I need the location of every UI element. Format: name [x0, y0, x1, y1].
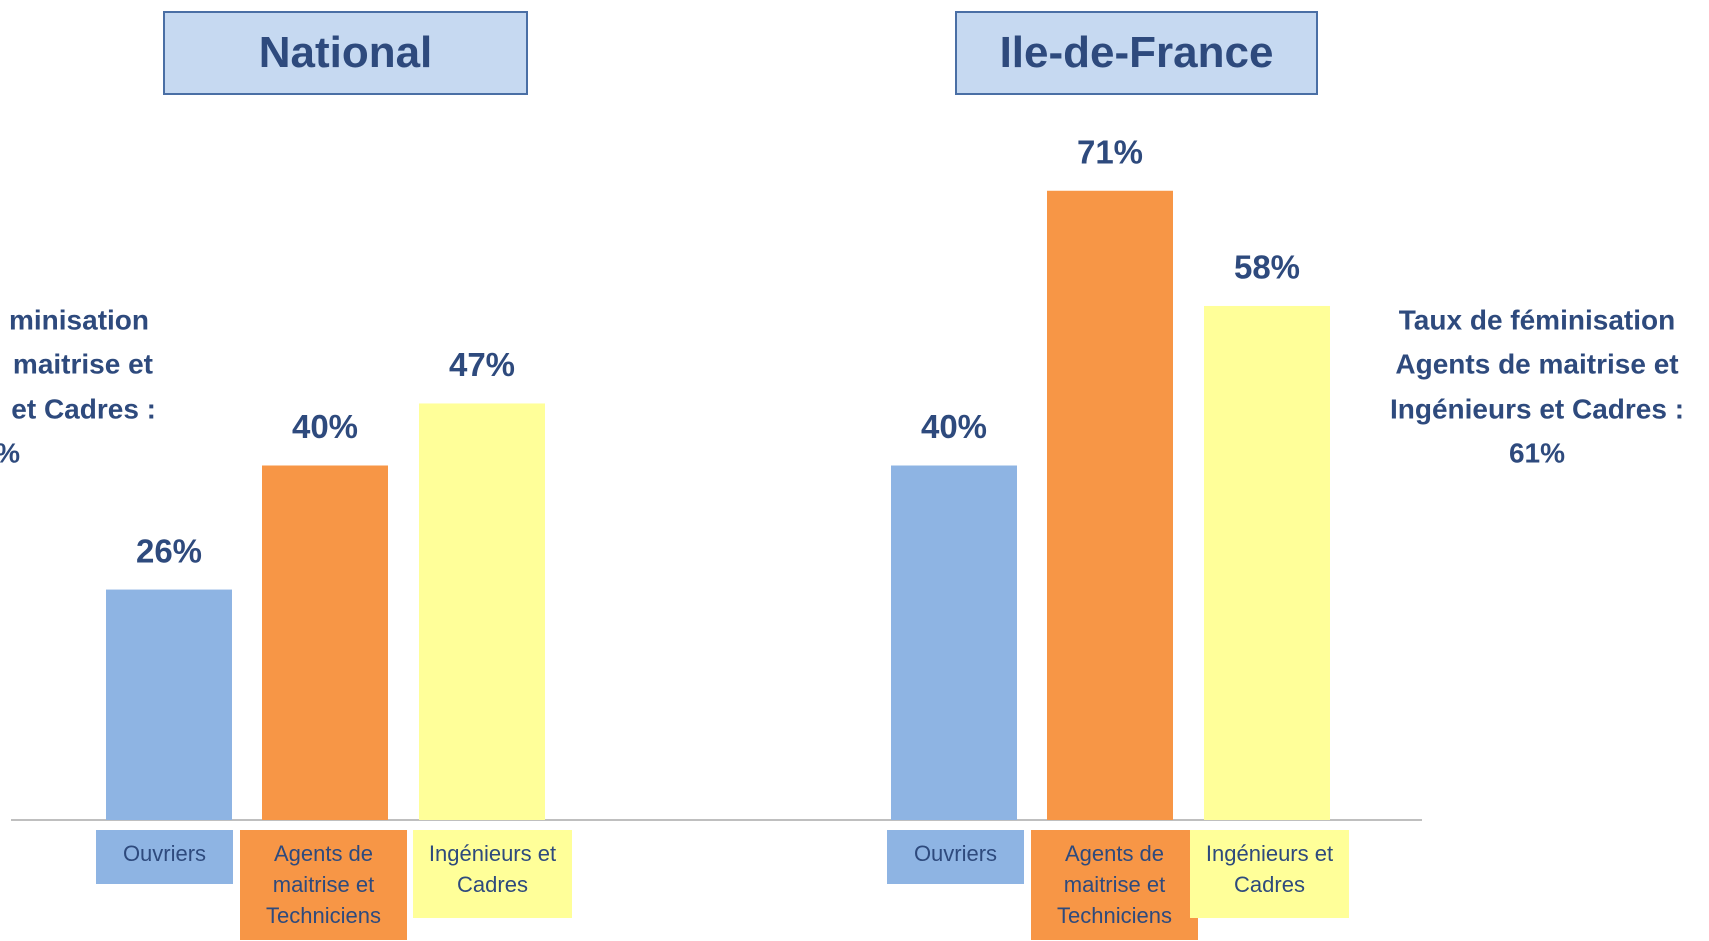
annotation: 61% — [1509, 437, 1565, 468]
annotation: minisation — [9, 304, 149, 335]
category-label: Ingénieurs et Cadres — [1190, 830, 1349, 918]
value-label: 26% — [136, 532, 202, 569]
annotation: Taux de féminisation — [1399, 304, 1675, 335]
value-label: 40% — [292, 408, 358, 445]
value-label: 40% — [921, 408, 987, 445]
annotation: et Cadres : — [11, 393, 156, 424]
bar — [106, 589, 232, 820]
category-label: Ouvriers — [887, 830, 1024, 884]
annotation: % — [0, 437, 20, 468]
annotation: maitrise et — [13, 348, 153, 379]
annotation: Agents de maitrise et — [1395, 348, 1678, 379]
value-label: 58% — [1234, 249, 1300, 286]
category-label: Agents de maitrise et Techniciens — [240, 830, 407, 940]
category-label: Ingénieurs et Cadres — [413, 830, 572, 918]
bar — [1204, 305, 1330, 821]
bar — [891, 465, 1017, 820]
value-label: 47% — [449, 346, 515, 383]
chart-title: National — [163, 11, 528, 95]
category-label: Agents de maitrise et Techniciens — [1031, 830, 1198, 940]
bar — [419, 403, 545, 820]
value-label: 71% — [1077, 133, 1143, 170]
annotation: Ingénieurs et Cadres : — [1390, 393, 1684, 424]
bar — [1047, 190, 1173, 820]
chart-title: Ile-de-France — [955, 11, 1318, 95]
bar — [262, 465, 388, 820]
category-label: Ouvriers — [96, 830, 233, 884]
